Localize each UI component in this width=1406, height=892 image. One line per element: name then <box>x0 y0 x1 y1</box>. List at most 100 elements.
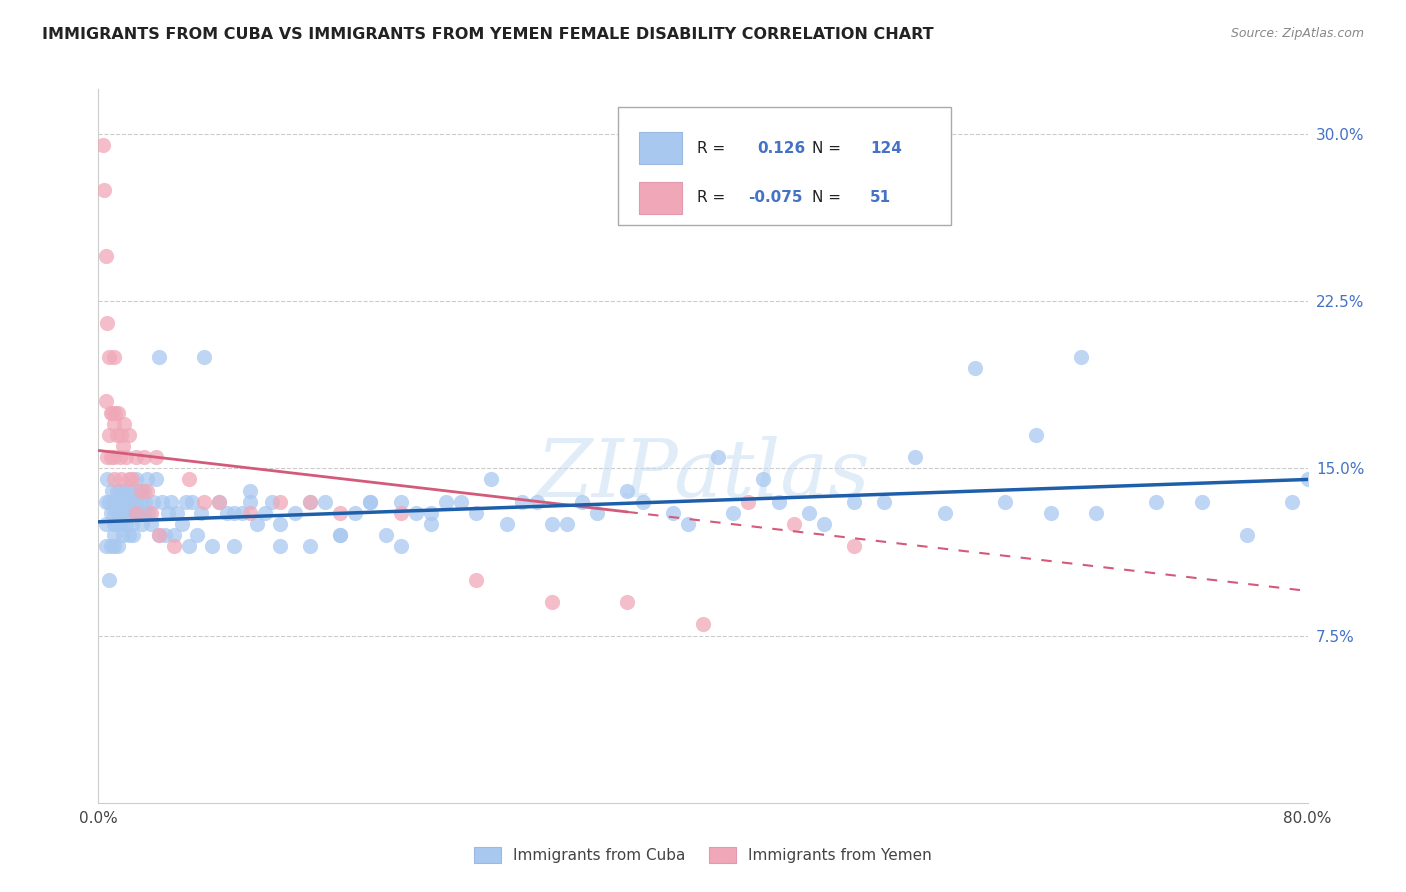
Point <box>145 450 167 464</box>
Point <box>108 450 131 464</box>
Point <box>127 506 149 520</box>
Point <box>96 316 118 330</box>
Point <box>156 506 179 520</box>
Text: 51: 51 <box>870 190 891 205</box>
Point <box>1024 427 1046 442</box>
Point <box>129 494 152 508</box>
Point <box>111 528 134 542</box>
Text: R =: R = <box>697 190 730 205</box>
Point <box>253 506 276 520</box>
Point <box>118 528 141 542</box>
Point <box>231 506 253 520</box>
Point <box>142 494 165 508</box>
Text: Source: ZipAtlas.com: Source: ZipAtlas.com <box>1230 27 1364 40</box>
Point <box>148 528 170 542</box>
Point <box>631 494 654 508</box>
Point <box>132 483 155 498</box>
Point <box>132 450 155 464</box>
Point <box>692 617 714 632</box>
Point <box>299 494 322 508</box>
Point <box>329 528 352 542</box>
Point <box>616 595 638 609</box>
Point <box>114 450 136 464</box>
Point <box>120 483 142 498</box>
Point <box>246 516 269 531</box>
Text: 0.126: 0.126 <box>758 141 806 156</box>
Point <box>118 506 141 520</box>
Point <box>91 137 114 152</box>
Point <box>465 573 488 587</box>
Point <box>145 473 167 487</box>
Point <box>540 595 562 609</box>
Point <box>360 494 382 508</box>
Point <box>103 539 125 553</box>
Point <box>104 405 127 419</box>
Point <box>314 494 336 508</box>
Point <box>224 539 246 553</box>
Point <box>510 494 533 508</box>
Text: 124: 124 <box>870 141 901 156</box>
Point <box>103 473 125 487</box>
Point <box>420 506 443 520</box>
Point <box>110 427 132 442</box>
Point <box>737 494 759 508</box>
Point <box>405 506 427 520</box>
Bar <box>638 132 682 164</box>
Point <box>94 539 117 553</box>
Point <box>121 516 143 531</box>
Point <box>118 494 141 508</box>
Point <box>389 539 412 553</box>
Point <box>1144 494 1167 508</box>
Point <box>215 506 238 520</box>
Text: R =: R = <box>697 141 730 156</box>
Point <box>201 539 224 553</box>
Point <box>844 494 866 508</box>
Point <box>96 473 118 487</box>
Point <box>103 450 125 464</box>
Point <box>141 516 163 531</box>
Point <box>135 473 157 487</box>
Point <box>768 494 790 508</box>
Point <box>108 483 131 498</box>
Point <box>107 405 129 419</box>
Point <box>100 539 122 553</box>
Point <box>136 506 159 520</box>
Point <box>571 494 593 508</box>
Point <box>98 350 121 364</box>
Point <box>111 439 134 453</box>
Point <box>707 450 730 464</box>
Text: ZIPatlas: ZIPatlas <box>536 436 870 513</box>
Point <box>128 483 150 498</box>
Point <box>586 506 609 520</box>
Point <box>495 516 517 531</box>
Point <box>1236 528 1258 542</box>
Point <box>125 494 148 508</box>
Text: IMMIGRANTS FROM CUBA VS IMMIGRANTS FROM YEMEN FEMALE DISABILITY CORRELATION CHAR: IMMIGRANTS FROM CUBA VS IMMIGRANTS FROM … <box>42 27 934 42</box>
Point <box>934 506 956 520</box>
Point <box>1039 506 1062 520</box>
Point <box>1281 494 1303 508</box>
Point <box>105 516 128 531</box>
Point <box>193 350 215 364</box>
Point <box>98 494 121 508</box>
Point <box>105 427 128 442</box>
Point <box>186 528 208 542</box>
Point <box>208 494 231 508</box>
Point <box>125 506 148 520</box>
Point <box>110 516 132 531</box>
Point <box>148 350 170 364</box>
Point <box>797 506 820 520</box>
Point <box>179 539 201 553</box>
Point <box>994 494 1017 508</box>
Point <box>94 516 117 531</box>
Point <box>150 494 173 508</box>
Point <box>190 506 212 520</box>
Point <box>110 506 132 520</box>
Point <box>465 506 488 520</box>
Point <box>93 182 115 196</box>
Point <box>141 506 163 520</box>
Point <box>813 516 835 531</box>
Bar <box>638 182 682 214</box>
Point <box>555 516 578 531</box>
Point <box>873 494 896 508</box>
